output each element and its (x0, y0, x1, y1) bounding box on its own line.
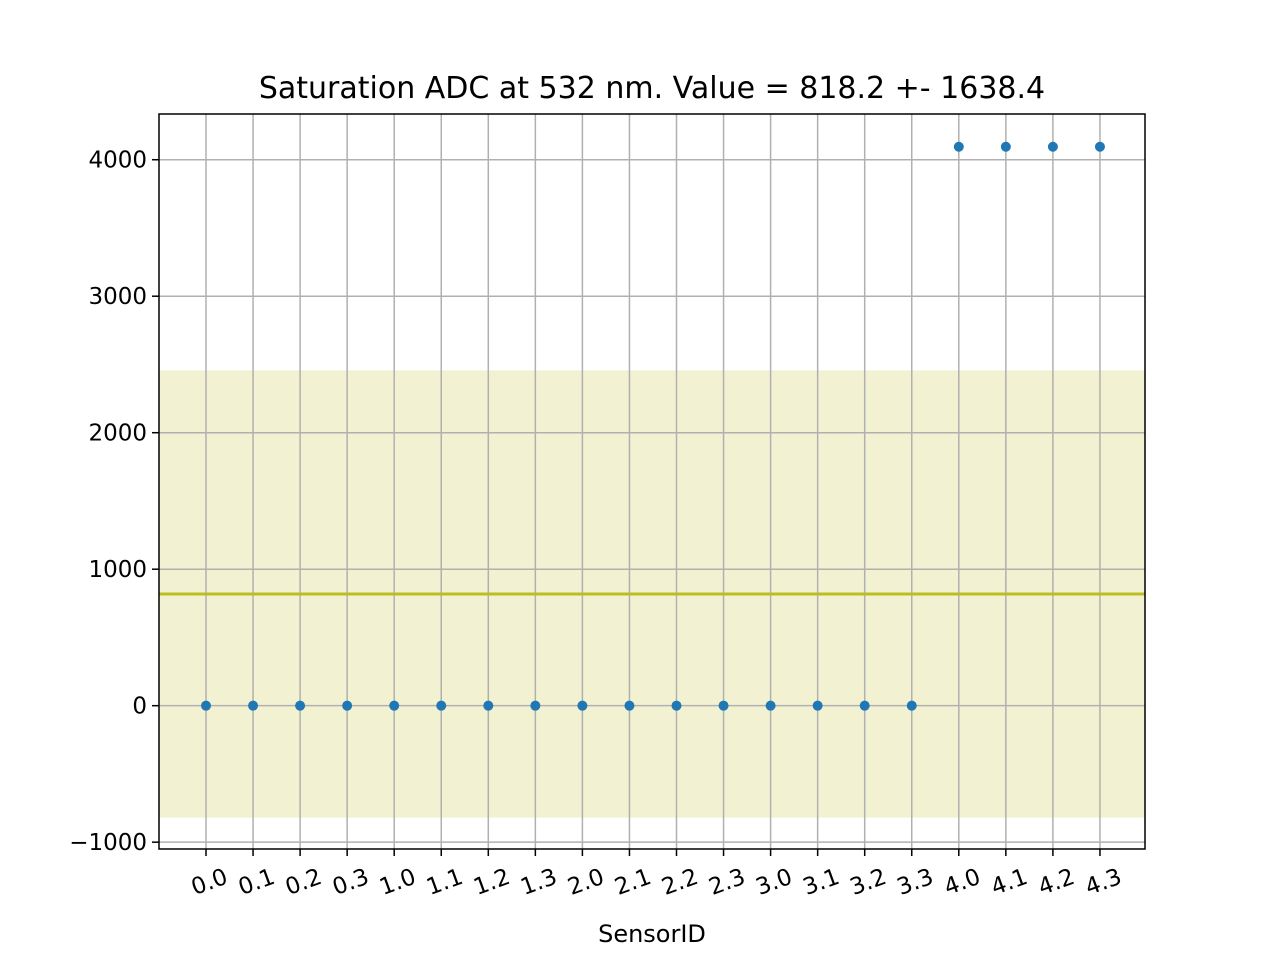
data-point (342, 700, 353, 711)
y-axis-ticks: −1000 0 1000 2000 3000 4000 (69, 148, 159, 856)
data-point (765, 700, 776, 711)
data-point (483, 700, 494, 711)
y-tick-label: 3000 (88, 284, 147, 310)
data-point (201, 700, 211, 711)
data-point (953, 141, 964, 152)
y-tick-label: 4000 (88, 148, 147, 174)
data-point (624, 700, 635, 711)
y-tick-label: 2000 (88, 421, 147, 447)
data-point (1094, 141, 1105, 152)
grid-layer (159, 114, 1145, 849)
plot-frame (158, 113, 1146, 850)
y-tick-label: 1000 (88, 557, 147, 583)
data-points-layer (201, 141, 1105, 711)
data-point (389, 700, 400, 711)
data-point (1000, 141, 1011, 152)
x-axis-label: SensorID (598, 920, 706, 948)
data-point (577, 700, 588, 711)
y-tick-label: 0 (132, 694, 147, 720)
data-point (812, 700, 823, 711)
data-point (718, 700, 729, 711)
data-point (906, 700, 917, 711)
data-point (1047, 141, 1058, 152)
data-point (671, 700, 682, 711)
data-point (530, 700, 541, 711)
data-point (248, 700, 259, 711)
data-point (436, 700, 447, 711)
data-point (859, 700, 870, 711)
chart-title: Saturation ADC at 532 nm. Value = 818.2 … (259, 71, 1045, 106)
y-tick-label: −1000 (69, 830, 147, 856)
data-point (295, 700, 306, 711)
